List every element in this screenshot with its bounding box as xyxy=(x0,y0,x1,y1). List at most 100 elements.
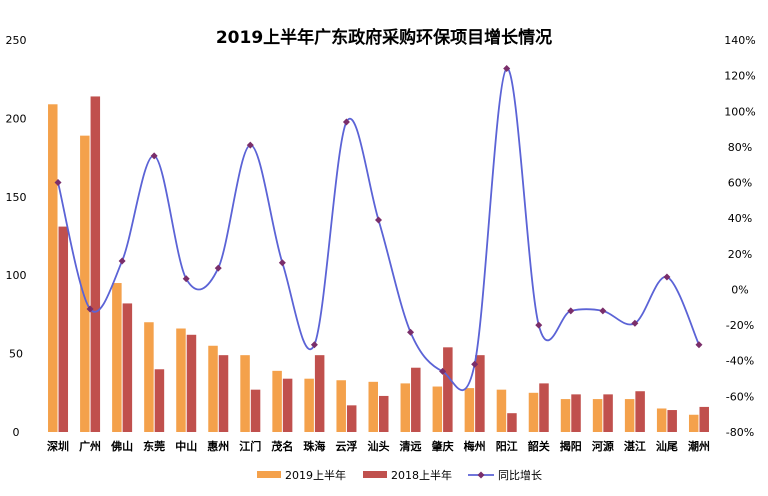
growth-point-9 xyxy=(342,118,350,126)
bar-2018-5 xyxy=(218,355,229,432)
bar-2018-12 xyxy=(443,347,453,432)
growth-point-13 xyxy=(471,360,479,368)
bar-2018-19 xyxy=(667,410,677,432)
bar-2018-17 xyxy=(603,394,613,432)
bar-2019-7 xyxy=(272,370,282,432)
legend-swatch-2018 xyxy=(363,471,387,478)
bars-layer xyxy=(48,96,709,433)
growth-point-16 xyxy=(567,307,575,315)
bar-2019-9 xyxy=(336,380,346,432)
bar-2018-14 xyxy=(507,413,517,432)
bar-2019-11 xyxy=(400,383,411,432)
left-tick-label: 0 xyxy=(13,426,20,439)
growth-point-17 xyxy=(599,307,607,315)
category-label: 珠海 xyxy=(303,439,325,453)
growth-line xyxy=(57,67,700,391)
category-label: 汕尾 xyxy=(656,439,678,453)
bar-2018-8 xyxy=(314,355,325,432)
bar-2019-15 xyxy=(528,392,539,432)
category-label: 清远 xyxy=(400,439,422,453)
bar-2018-11 xyxy=(411,367,421,432)
right-tick-label: 60% xyxy=(728,177,752,190)
bar-2019-2 xyxy=(112,283,122,432)
legend-swatch-2019 xyxy=(257,471,281,478)
growth-point-0 xyxy=(54,179,62,187)
category-label: 惠州 xyxy=(207,439,229,453)
growth-point-10 xyxy=(375,216,382,224)
growth-point-3 xyxy=(150,152,158,160)
bar-2019-6 xyxy=(240,355,250,432)
bar-2019-3 xyxy=(144,322,154,432)
left-tick-label: 100 xyxy=(6,269,27,282)
bar-2019-12 xyxy=(432,386,443,432)
category-label: 江门 xyxy=(239,439,261,453)
bar-2019-1 xyxy=(80,135,90,432)
legend: 2019上半年 2018上半年 同比增长 xyxy=(257,468,542,482)
growth-point-7 xyxy=(278,259,286,267)
right-tick-label: 120% xyxy=(724,70,755,83)
category-label: 深圳 xyxy=(47,439,69,453)
growth-point-8 xyxy=(310,341,318,349)
category-labels: 深圳 广州 佛山 东莞 中山 惠州 江门 茂名 珠海 云浮 汕头 清远 肇庆 梅州 阳江 韶关 揭阳 河源 湛江 汕尾… xyxy=(47,439,710,453)
left-tick-label: 200 xyxy=(6,112,27,125)
right-tick-label: -80% xyxy=(726,426,754,439)
growth-point-11 xyxy=(407,328,415,336)
bar-2018-13 xyxy=(475,355,485,432)
bar-2019-5 xyxy=(208,345,218,432)
legend-label-2019: 2019上半年 xyxy=(285,468,346,482)
bar-2019-20 xyxy=(688,414,699,432)
category-label: 东莞 xyxy=(143,439,165,453)
growth-point-15 xyxy=(535,321,543,329)
right-axis: -80% -60% -40% -20% 0% 20% 40% 60% 80% 100% 120% 14… xyxy=(724,34,755,439)
category-label: 潮州 xyxy=(688,439,710,453)
legend-label-2018: 2018上半年 xyxy=(391,468,452,482)
growth-point-5 xyxy=(214,264,222,272)
bar-2019-17 xyxy=(592,399,603,432)
bar-2018-6 xyxy=(250,389,261,432)
category-label: 湛江 xyxy=(624,439,646,453)
right-tick-label: 0% xyxy=(731,283,748,296)
growth-point-6 xyxy=(246,141,254,149)
bar-2019-13 xyxy=(464,388,475,432)
left-tick-label: 250 xyxy=(6,34,27,47)
category-label: 阳江 xyxy=(496,439,518,453)
right-tick-label: 40% xyxy=(728,212,752,225)
bar-2018-20 xyxy=(699,406,709,432)
bar-2018-18 xyxy=(635,391,645,432)
growth-point-2 xyxy=(118,257,126,265)
category-label: 河源 xyxy=(592,439,614,453)
growth-point-1 xyxy=(86,305,94,313)
bar-2018-0 xyxy=(58,226,69,432)
bar-2019-4 xyxy=(176,328,186,432)
category-label: 揭阳 xyxy=(560,439,582,453)
growth-point-12 xyxy=(439,367,447,375)
left-tick-label: 50 xyxy=(9,348,23,361)
growth-point-18 xyxy=(631,319,639,327)
bar-2018-1 xyxy=(90,96,101,432)
category-label: 梅州 xyxy=(464,439,486,453)
right-tick-label: 20% xyxy=(728,248,752,261)
growth-point-19 xyxy=(663,273,671,281)
legend-label-growth: 同比增长 xyxy=(498,468,542,482)
bar-2018-2 xyxy=(122,303,133,432)
bar-2019-16 xyxy=(560,399,571,432)
bar-2018-16 xyxy=(571,394,581,432)
legend-marker-growth xyxy=(477,471,485,479)
category-label: 肇庆 xyxy=(431,439,454,453)
growth-point-14 xyxy=(503,65,511,73)
right-tick-label: 80% xyxy=(728,141,752,154)
category-label: 汕头 xyxy=(368,439,390,453)
growth-point-4 xyxy=(182,275,190,283)
category-label: 云浮 xyxy=(335,439,357,453)
left-tick-label: 150 xyxy=(6,191,27,204)
bar-2018-3 xyxy=(154,369,165,432)
bar-2018-9 xyxy=(346,405,357,432)
growth-point-20 xyxy=(695,341,703,349)
left-axis: 0 50 100 150 200 250 xyxy=(6,34,27,439)
bar-2018-7 xyxy=(282,378,293,432)
category-label: 韶关 xyxy=(528,439,550,453)
category-label: 广州 xyxy=(79,439,101,453)
bar-2019-19 xyxy=(656,408,667,432)
